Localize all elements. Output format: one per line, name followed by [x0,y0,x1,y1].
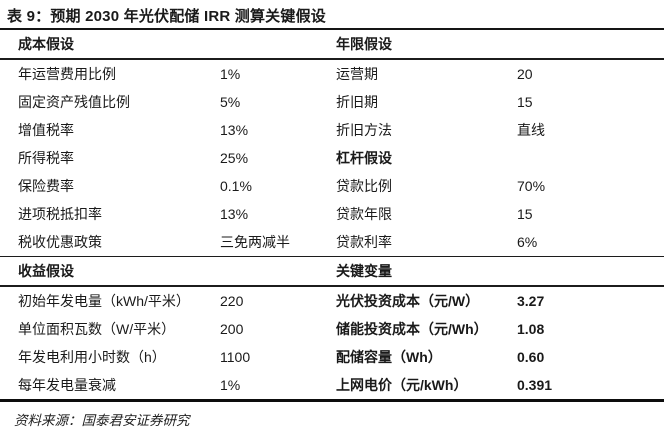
row-label: 折旧方法 [336,121,392,138]
row-value: 70% [517,177,546,194]
row-value: 0.60 [517,348,545,365]
table-row: 保险费率 0.1% [18,172,332,200]
row-label: 每年发电量衰减 [18,376,116,393]
row-value: 1100 [220,348,251,365]
section-header-cell: 成本假设 [0,34,332,54]
row-value: 13% [220,121,249,138]
table-body-band-1: 年运营费用比例 1% 固定资产残值比例 5% 增值税率 13% 所得税率 25%… [0,60,664,256]
title-underline [0,28,664,30]
row-value: 0.1% [220,177,252,194]
row-label: 光伏投资成本（元/W） [336,292,480,309]
section-header-income: 收益假设 [18,263,74,280]
table-row: 储能投资成本（元/Wh） 1.08 [336,315,664,343]
table-row: 折旧方法 直线 [336,116,664,144]
table-row: 配储容量（Wh） 0.60 [336,343,664,371]
row-label: 贷款利率 [336,233,392,250]
row-value: 200 [220,320,244,337]
row-value: 6% [517,233,538,250]
bottom-rule [0,398,664,402]
table-body-band-2: 初始年发电量（kWh/平米） 220 单位面积瓦数（W/平米） 200 年发电利… [0,287,664,399]
row-label: 进项税抵扣率 [18,205,102,222]
table-row: 所得税率 25% [18,144,332,172]
row-label: 杠杆假设 [336,149,392,166]
table-row: 增值税率 13% [18,116,332,144]
row-value: 25% [220,149,249,166]
row-label: 运营期 [336,65,378,82]
table-row: 贷款利率 6% [336,228,664,256]
table-row: 光伏投资成本（元/W） 3.27 [336,287,664,315]
row-value: 0.391 [517,376,553,393]
row-value: 15 [517,93,533,110]
section-header-cell: 关键变量 [332,261,664,281]
left-column: 年运营费用比例 1% 固定资产残值比例 5% 增值税率 13% 所得税率 25%… [0,60,332,256]
table-row: 年发电利用小时数（h） 1100 [18,343,332,371]
table-row: 贷款年限 15 [336,200,664,228]
table-row: 运营期 20 [336,60,664,88]
row-value: 220 [220,292,244,309]
section-header-key-variables: 关键变量 [336,263,392,280]
row-label: 折旧期 [336,93,378,110]
section-header-cell: 年限假设 [332,34,664,54]
table-row: 单位面积瓦数（W/平米） 200 [18,315,332,343]
row-label: 保险费率 [18,177,74,194]
row-label: 年运营费用比例 [18,65,116,82]
row-label: 初始年发电量（kWh/平米） [18,292,190,309]
header-underline-1 [0,58,664,60]
row-label: 上网电价（元/kWh） [336,376,468,393]
header-underline-2 [0,285,664,287]
row-label: 储能投资成本（元/Wh） [336,320,488,337]
section-header-cost: 成本假设 [18,36,74,52]
section-header-band-1: 成本假设 年限假设 [0,30,664,58]
row-value: 直线 [517,121,545,138]
section-header-band-2: 收益假设 关键变量 [0,257,664,285]
section-header-life: 年限假设 [336,36,392,52]
row-value: 1% [220,65,241,82]
row-label: 税收优惠政策 [18,233,102,250]
row-value: 三免两减半 [220,233,290,250]
right-column: 运营期 20 折旧期 15 折旧方法 直线 杠杆假设 贷款比例 70% 贷款年限 [332,60,664,256]
row-value: 15 [517,205,533,222]
row-label: 增值税率 [18,121,74,138]
section-header-cell: 收益假设 [0,261,332,281]
table-row: 年运营费用比例 1% [18,60,332,88]
source-note: 资料来源：国泰君安证券研究 [14,412,190,429]
mid-rule [0,255,664,258]
table-row: 折旧期 15 [336,88,664,116]
table-row: 固定资产残值比例 5% [18,88,332,116]
row-value: 13% [220,205,249,222]
row-value: 20 [517,65,533,82]
subsection-header-leverage: 杠杆假设 [336,144,664,172]
left-column: 初始年发电量（kWh/平米） 220 单位面积瓦数（W/平米） 200 年发电利… [0,287,332,399]
right-column: 光伏投资成本（元/W） 3.27 储能投资成本（元/Wh） 1.08 配储容量（… [332,287,664,399]
row-label: 固定资产残值比例 [18,93,130,110]
table-row: 上网电价（元/kWh） 0.391 [336,371,664,399]
table-row: 每年发电量衰减 1% [18,371,332,399]
row-label: 贷款年限 [336,205,392,222]
row-label: 年发电利用小时数（h） [18,348,166,365]
row-label: 配储容量（Wh） [336,348,442,365]
row-label: 所得税率 [18,149,74,166]
row-label: 单位面积瓦数（W/平米） [18,320,176,337]
table-row: 贷款比例 70% [336,172,664,200]
row-value: 5% [220,93,241,110]
row-value: 1% [220,376,241,393]
row-label: 贷款比例 [336,177,392,194]
row-value: 3.27 [517,292,545,309]
table-row: 税收优惠政策 三免两减半 [18,228,332,256]
table-row: 初始年发电量（kWh/平米） 220 [18,287,332,315]
table-row: 进项税抵扣率 13% [18,200,332,228]
table-title: 表 9：预期 2030 年光伏配储 IRR 测算关键假设 [7,8,326,25]
row-value: 1.08 [517,320,545,337]
